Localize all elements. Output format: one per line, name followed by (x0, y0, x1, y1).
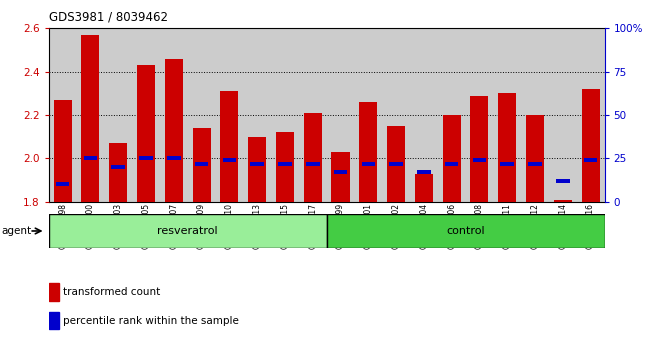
Bar (49, 214, 326, 248)
Bar (306, 162, 320, 166)
Bar (526, 115, 544, 202)
Bar (417, 170, 431, 174)
Bar (500, 162, 514, 166)
Bar (443, 115, 461, 202)
Bar (195, 162, 209, 166)
Bar (81, 35, 99, 202)
Bar (222, 158, 236, 162)
Bar (361, 162, 375, 166)
Bar (415, 173, 433, 202)
Bar (278, 162, 292, 166)
Bar (109, 143, 127, 202)
Bar (473, 158, 486, 162)
Bar (304, 113, 322, 202)
Bar (333, 170, 347, 174)
Bar (387, 126, 405, 202)
Bar (139, 156, 153, 160)
Bar (49, 283, 58, 301)
Bar (220, 91, 239, 202)
Text: transformed count: transformed count (64, 287, 161, 297)
Text: resveratrol: resveratrol (157, 226, 218, 236)
Bar (137, 65, 155, 202)
Bar (167, 156, 181, 160)
Bar (248, 137, 266, 202)
Text: agent: agent (1, 226, 31, 236)
Bar (582, 89, 600, 202)
Bar (359, 102, 378, 202)
Bar (528, 162, 542, 166)
Text: control: control (447, 226, 485, 236)
Bar (164, 59, 183, 202)
Bar (584, 158, 597, 162)
Bar (554, 200, 572, 202)
Bar (326, 214, 604, 248)
Text: percentile rank within the sample: percentile rank within the sample (64, 316, 239, 326)
Bar (56, 182, 70, 187)
Bar (445, 162, 458, 166)
Bar (250, 162, 264, 166)
Bar (276, 132, 294, 202)
Bar (498, 93, 516, 202)
Bar (471, 96, 489, 202)
Bar (192, 128, 211, 202)
Bar (556, 179, 569, 183)
Bar (111, 165, 125, 169)
Text: GDS3981 / 8039462: GDS3981 / 8039462 (49, 11, 168, 24)
Bar (49, 312, 58, 329)
Bar (332, 152, 350, 202)
Bar (84, 156, 98, 160)
Bar (53, 100, 72, 202)
Bar (389, 162, 403, 166)
